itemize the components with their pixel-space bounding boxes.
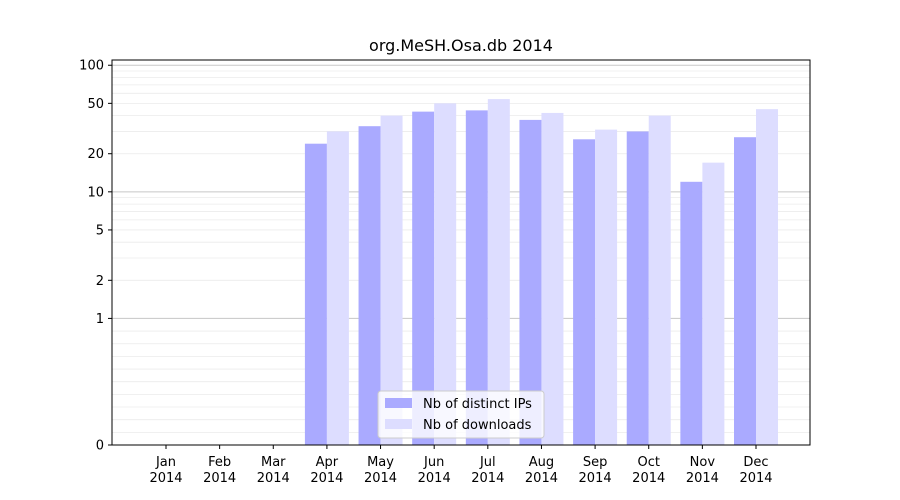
bar-downloads-dec bbox=[756, 109, 778, 446]
x-tick-label-year: 2014 bbox=[686, 471, 719, 486]
legend-swatch bbox=[385, 419, 412, 429]
x-tick-label-year: 2014 bbox=[364, 471, 397, 486]
legend-label: Nb of downloads bbox=[423, 418, 532, 433]
bar-distinct-ips-jun bbox=[412, 111, 435, 445]
bar-downloads-may bbox=[380, 115, 403, 445]
x-tick-label-year: 2014 bbox=[310, 471, 343, 486]
x-tick-label-year: 2014 bbox=[739, 471, 772, 486]
y-tick-label: 10 bbox=[87, 185, 104, 200]
x-tick-label-year: 2014 bbox=[471, 471, 504, 486]
y-tick-label: 0 bbox=[96, 439, 104, 454]
x-tick-label-year: 2014 bbox=[418, 471, 451, 486]
x-axis-ticks: Jan2014Feb2014Mar2014Apr2014May2014Jun20… bbox=[149, 445, 773, 486]
x-tick-label-year: 2014 bbox=[525, 471, 558, 486]
legend: Nb of distinct IPs Nb of downloads bbox=[377, 390, 545, 439]
y-axis-ticks: 0 1 2 5 10 20 50 100 bbox=[79, 59, 112, 454]
x-tick-label-month: Feb bbox=[208, 455, 231, 470]
chart-title: org.MeSH.Osa.db 2014 bbox=[369, 36, 553, 55]
y-tick-label: 100 bbox=[79, 59, 104, 74]
bar-downloads-jun bbox=[434, 103, 457, 445]
bar-downloads-sep bbox=[595, 129, 618, 445]
bar-downloads-aug bbox=[541, 112, 564, 446]
x-tick-label-month: Apr bbox=[316, 455, 339, 470]
y-tick-label: 50 bbox=[87, 97, 104, 112]
y-tick-label: 1 bbox=[96, 312, 104, 327]
y-tick-label: 20 bbox=[87, 147, 104, 162]
bar-distinct-ips-sep bbox=[573, 139, 596, 445]
x-tick-label-month: Jul bbox=[479, 455, 496, 470]
legend-box bbox=[377, 390, 545, 439]
bar-downloads-nov bbox=[702, 162, 725, 445]
x-tick-label-month: Nov bbox=[690, 455, 716, 470]
x-tick-label-month: Sep bbox=[583, 455, 608, 470]
x-tick-label-year: 2014 bbox=[203, 471, 236, 486]
y-tick-label: 5 bbox=[96, 223, 104, 238]
x-tick-label-month: Mar bbox=[261, 455, 286, 470]
x-tick-label-month: Aug bbox=[529, 455, 554, 470]
legend-swatch bbox=[385, 398, 412, 408]
bar-downloads-oct bbox=[648, 115, 671, 445]
x-tick-label-month: May bbox=[367, 455, 394, 470]
plot-frame bbox=[111, 59, 811, 446]
x-tick-label-month: Jun bbox=[423, 455, 444, 470]
bar-distinct-ips-oct bbox=[626, 131, 649, 445]
bar-distinct-ips-dec bbox=[734, 137, 756, 446]
y-tick-label: 2 bbox=[96, 274, 104, 289]
x-tick-label-month: Jan bbox=[155, 455, 176, 470]
bar-downloads-jul bbox=[487, 99, 510, 445]
bar-distinct-ips-jul bbox=[465, 110, 488, 445]
x-tick-label-year: 2014 bbox=[632, 471, 665, 486]
bar-downloads-apr bbox=[326, 131, 349, 445]
bar-distinct-ips-aug bbox=[519, 119, 542, 445]
x-tick-label-year: 2014 bbox=[257, 471, 290, 486]
x-tick-label-year: 2014 bbox=[149, 471, 182, 486]
x-tick-label-year: 2014 bbox=[579, 471, 612, 486]
x-tick-label-month: Oct bbox=[637, 455, 659, 470]
x-tick-label-month: Dec bbox=[743, 455, 768, 470]
legend-label: Nb of distinct IPs bbox=[423, 397, 532, 412]
bar-distinct-ips-may bbox=[358, 126, 381, 446]
bar-distinct-ips-nov bbox=[680, 181, 703, 445]
bar-distinct-ips-apr bbox=[304, 143, 327, 445]
bars-layer bbox=[304, 99, 778, 446]
